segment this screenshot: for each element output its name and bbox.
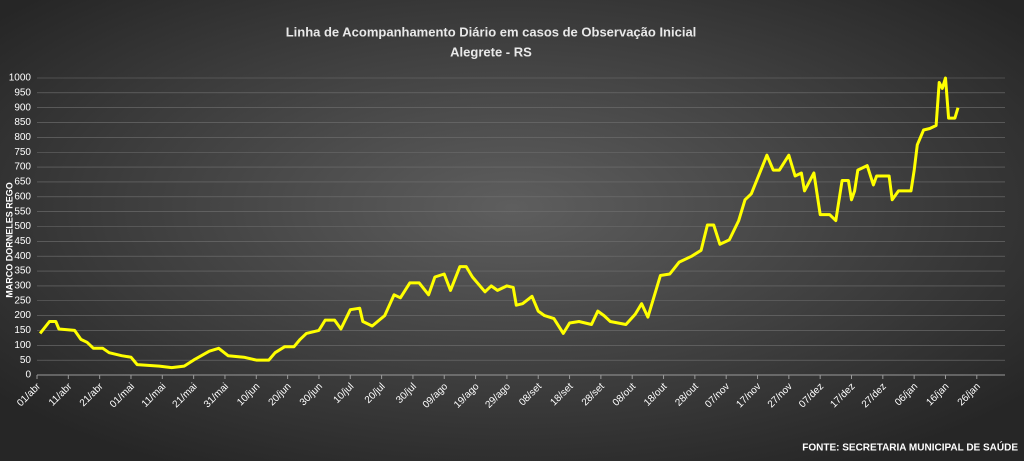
y-tick-label: 200 xyxy=(14,310,31,321)
y-tick-label: 650 xyxy=(14,177,31,188)
y-tick-label: 550 xyxy=(14,206,31,217)
y-tick-label: 450 xyxy=(14,236,31,247)
y-tick-label: 950 xyxy=(14,87,31,98)
y-tick-label: 800 xyxy=(14,132,31,143)
chart-title: Linha de Acompanhamento Diário em casos … xyxy=(286,24,697,39)
source: FONTE: SECRETARIA MUNICIPAL DE SAÚDE xyxy=(802,441,1018,454)
chart-subtitle: Alegrete - RS xyxy=(450,44,532,59)
y-axis-label: MARCO DORNELES REGO xyxy=(4,182,14,298)
y-tick-label: 900 xyxy=(14,102,31,113)
y-tick-label: 500 xyxy=(14,221,31,232)
y-tick-label: 750 xyxy=(14,147,31,158)
y-tick-label: 300 xyxy=(14,281,31,292)
y-tick-label: 50 xyxy=(20,355,32,366)
y-tick-label: 150 xyxy=(14,325,31,336)
data-line xyxy=(38,76,960,370)
y-tick-label: 0 xyxy=(25,370,31,381)
y-tick-label: 700 xyxy=(14,162,31,173)
y-tick-label: 1000 xyxy=(9,73,32,84)
y-tick-label: 100 xyxy=(14,340,31,351)
y-tick-label: 850 xyxy=(14,117,31,128)
y-tick-label: 250 xyxy=(14,295,31,306)
y-tick-label: 350 xyxy=(14,266,31,277)
y-tick-label: 400 xyxy=(14,251,31,262)
y-tick-label: 600 xyxy=(14,191,31,202)
